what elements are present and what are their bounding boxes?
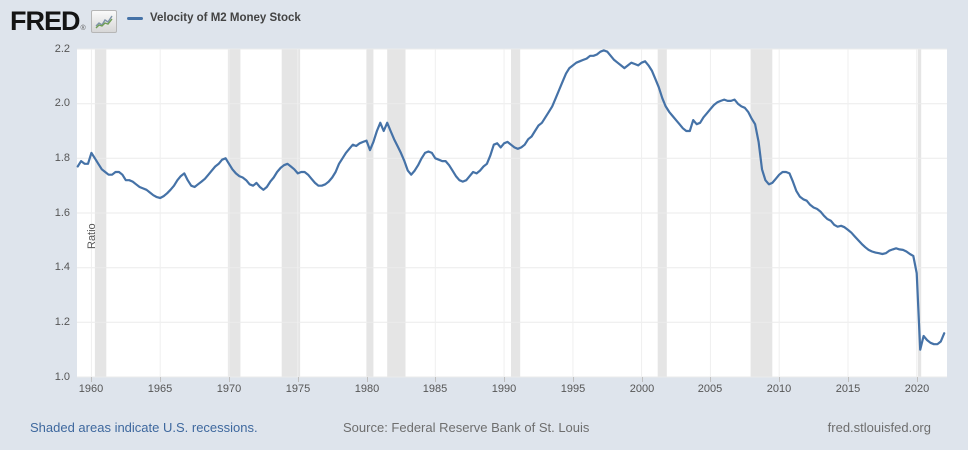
y-tick-label: 1.6 (54, 206, 70, 219)
x-tick-label: 1960 (78, 383, 104, 395)
x-tick-label: 1965 (147, 383, 173, 395)
x-tick-mark (160, 377, 161, 382)
x-tick-mark (367, 377, 368, 382)
m2-velocity-series-line (76, 49, 946, 351)
y-tick-label: 1.2 (54, 315, 70, 328)
plot-area[interactable]: Ratio 1.0 1.2 1.4 1.6 1.8 2.0 2.2 1960 1965 1970 1… (55, 43, 947, 395)
x-tick-label: 2010 (766, 383, 792, 395)
x-tick-mark (435, 377, 436, 382)
series-legend-item[interactable]: Velocity of M2 Money Stock (127, 12, 301, 24)
x-tick-mark (298, 377, 299, 382)
x-tick-mark (917, 377, 918, 382)
fred-logo-text: FRED (10, 6, 80, 36)
x-tick-label: 2005 (697, 383, 723, 395)
x-tick-label: 2015 (835, 383, 861, 395)
fred-sparkline-icon (90, 10, 117, 33)
series-line-swatch (127, 16, 143, 20)
x-tick-mark (642, 377, 643, 382)
x-tick-label: 1995 (560, 383, 586, 395)
chart-header: FRED ® Velocity of M2 Money Stock (0, 0, 968, 42)
x-tick-mark (229, 377, 230, 382)
x-tick-mark (91, 377, 92, 382)
y-tick-label: 1.4 (54, 261, 70, 274)
y-tick-label: 1.8 (54, 151, 70, 164)
x-tick-mark (504, 377, 505, 382)
fred-logo[interactable]: FRED ® (10, 6, 117, 37)
x-tick-mark (848, 377, 849, 382)
y-tick-label: 1.0 (54, 370, 70, 383)
source-text: Source: Federal Reserve Bank of St. Loui… (343, 420, 590, 435)
chart-footer: Shaded areas indicate U.S. recessions. S… (0, 420, 968, 442)
y-tick-label: 2.0 (54, 97, 70, 110)
recession-note-link[interactable]: Shaded areas indicate U.S. recessions. (30, 420, 258, 435)
y-tick-label: 2.2 (54, 42, 70, 55)
x-tick-mark (573, 377, 574, 382)
x-tick-label: 1990 (491, 383, 517, 395)
x-tick-label: 1985 (422, 383, 448, 395)
y-axis-title: Ratio (86, 223, 98, 249)
registered-mark: ® (80, 25, 86, 32)
x-tick-label: 1980 (354, 383, 380, 395)
x-tick-mark (710, 377, 711, 382)
x-tick-mark (779, 377, 780, 382)
x-tick-label: 2020 (904, 383, 930, 395)
x-tick-label: 1975 (285, 383, 311, 395)
fred-site-link[interactable]: fred.stlouisfed.org (827, 420, 931, 435)
m2-velocity-line-chart[interactable] (76, 48, 947, 378)
x-tick-label: 2000 (629, 383, 655, 395)
x-tick-label: 1970 (216, 383, 242, 395)
series-legend-label: Velocity of M2 Money Stock (150, 12, 301, 24)
